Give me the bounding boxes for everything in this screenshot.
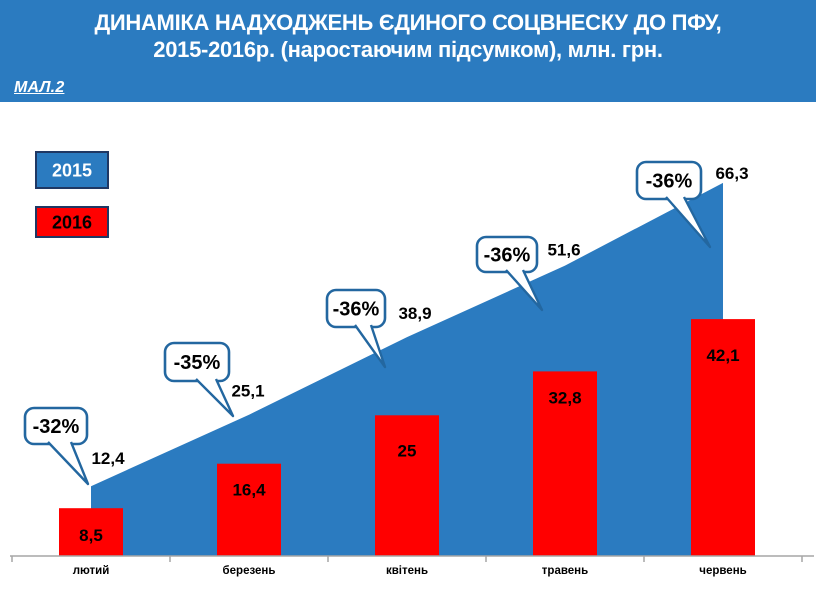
callout-bubble-2: -36%: [325, 288, 387, 369]
callout-bubble-1: -35%: [163, 341, 235, 418]
x-axis-label-червень: червень: [699, 565, 746, 577]
area-value-label: 51,6: [547, 241, 580, 260]
callout-label: -36%: [333, 299, 380, 321]
callout-label: -32%: [33, 416, 80, 438]
bar-2016-квітень: [375, 415, 439, 556]
area-value-label: 66,3: [715, 164, 748, 183]
area-value-label: 12,4: [91, 449, 125, 468]
bar-2016-червень: [691, 319, 755, 556]
bar-2016-травень: [533, 371, 597, 556]
bar-value-label: 16,4: [232, 481, 266, 500]
bar-value-label: 42,1: [706, 346, 739, 365]
legend-swatch-2016: [35, 206, 109, 238]
legend-label-2015: 2015: [52, 161, 92, 181]
bar-value-label: 32,8: [548, 388, 581, 407]
legend-swatch-2015: [35, 151, 109, 189]
chart-title: ДИНАМІКА НАДХОДЖЕНЬ ЄДИНОГО СОЦВНЕСКУ ДО…: [0, 0, 816, 63]
callout-bubble-0: -32%: [23, 406, 90, 486]
callout-label: -36%: [646, 171, 693, 193]
chart-area: лютий березень квітень травень червень 12,4 25…: [0, 102, 816, 592]
bar-2016-лютий: [59, 508, 123, 556]
title-line-1: ДИНАМІКА НАДХОДЖЕНЬ ЄДИНОГО СОЦВНЕСКУ ДО…: [94, 10, 722, 35]
x-axis-label-травень: травень: [542, 565, 588, 577]
callout-tail: [354, 324, 387, 369]
area-value-label: 25,1: [231, 382, 264, 401]
callout-label: -35%: [174, 352, 221, 374]
callout-bubble-3: -36%: [475, 235, 544, 312]
chart-canvas: лютий березень квітень травень червень 12,4 25…: [10, 151, 814, 577]
legend-item-2015: 2015: [35, 151, 109, 189]
x-axis-label-березень: березень: [223, 565, 276, 577]
title-line-2: 2015-2016р. (наростаючим підсумком), млн…: [153, 37, 663, 62]
x-axis-label-квітень: квітень: [386, 565, 428, 577]
bar-value-label: 25: [398, 441, 417, 460]
bar-2016-березень: [217, 463, 281, 556]
bar-value-label: 8,5: [79, 526, 103, 545]
callout-tail: [195, 378, 235, 418]
callout-tail: [505, 269, 544, 312]
legend-label-2016: 2016: [52, 213, 92, 233]
callout-label: -36%: [484, 245, 531, 267]
x-axis-label-лютий: лютий: [73, 565, 110, 577]
legend-item-2016: 2016: [35, 206, 109, 238]
callout-tail: [47, 441, 90, 486]
callout-tail: [665, 196, 712, 249]
header-banner: ДИНАМІКА НАДХОДЖЕНЬ ЄДИНОГО СОЦВНЕСКУ ДО…: [0, 0, 816, 102]
figure-label: МАЛ.2: [14, 79, 65, 96]
callout-bubble-4: -36%: [635, 160, 712, 249]
area-value-label: 38,9: [398, 304, 431, 323]
